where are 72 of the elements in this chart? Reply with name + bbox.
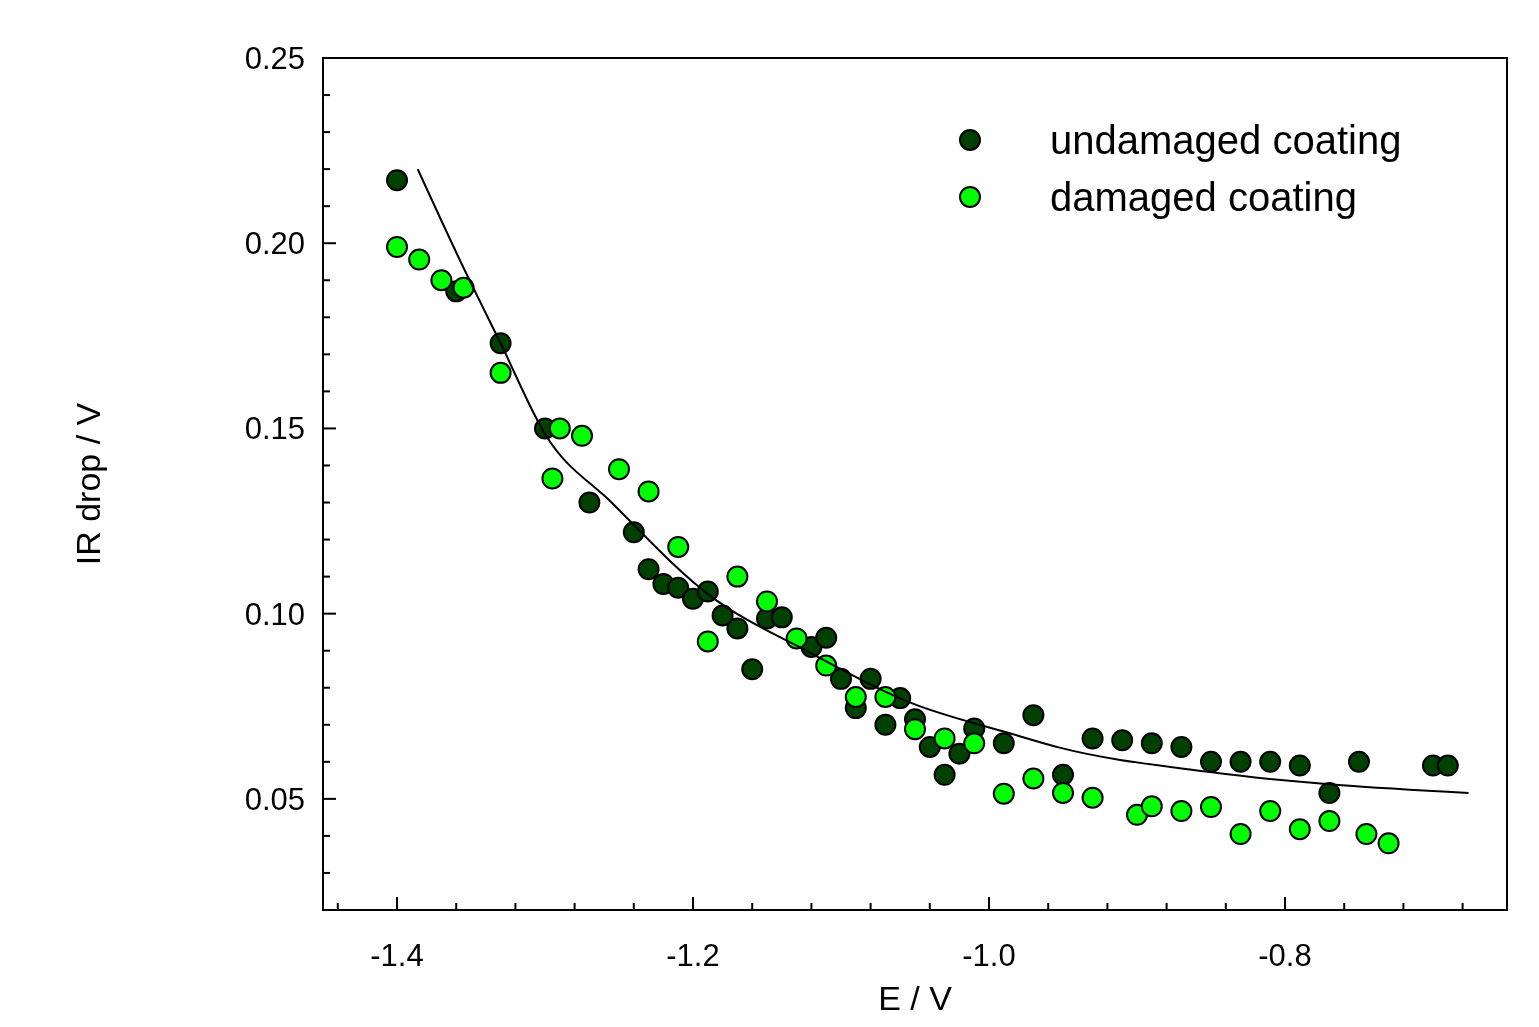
point: [1259, 800, 1282, 823]
point: [1288, 818, 1311, 841]
point: [933, 727, 956, 750]
point: [963, 732, 986, 755]
point: [1229, 750, 1252, 773]
y-tick-label: 0.20: [244, 226, 305, 262]
x-axis-title: E / V: [878, 979, 953, 1017]
point: [726, 565, 749, 588]
point: [741, 658, 764, 681]
point: [770, 606, 793, 629]
point: [696, 630, 719, 653]
point: [608, 458, 630, 481]
point: [711, 604, 734, 627]
point: [1229, 823, 1252, 846]
x-tick-label: -0.8: [1258, 938, 1312, 973]
point: [1022, 704, 1045, 727]
point: [1200, 796, 1222, 818]
point: [548, 417, 571, 440]
point: [874, 713, 897, 736]
point: [386, 169, 408, 192]
point: [1022, 767, 1045, 790]
point: [430, 269, 453, 292]
point: [948, 742, 971, 765]
point: [815, 626, 838, 649]
point: [1377, 832, 1400, 855]
point: [1052, 763, 1074, 786]
point: [637, 480, 660, 503]
point: [637, 558, 660, 581]
point: [541, 467, 564, 490]
point: [1288, 754, 1311, 777]
point: [756, 590, 778, 613]
point: [992, 782, 1015, 805]
point: [667, 576, 690, 599]
point: [571, 424, 593, 447]
legend-label: undamaged coating: [1050, 118, 1402, 162]
y-tick-label: 0.15: [244, 411, 305, 447]
y-axis-title: IR drop / V: [69, 402, 107, 566]
point: [1140, 795, 1163, 818]
x-tick-label: -1.0: [962, 938, 1016, 973]
point: [844, 686, 867, 708]
y-tick-label: 0.05: [244, 781, 305, 817]
point: [726, 617, 749, 640]
x-tick-label: -1.4: [370, 938, 424, 973]
point: [1126, 803, 1148, 826]
point: [1348, 750, 1370, 773]
point: [904, 718, 926, 741]
point: [452, 276, 475, 299]
point: [1200, 750, 1222, 773]
point: [1170, 736, 1193, 758]
point: [1052, 781, 1074, 804]
point: [992, 732, 1015, 755]
point: [1170, 800, 1193, 823]
point: [1140, 732, 1163, 755]
point: [667, 535, 690, 558]
y-tick-label: 0.10: [244, 596, 305, 632]
point: [1436, 754, 1459, 777]
point: [1081, 727, 1104, 750]
point: [578, 491, 601, 514]
point: [1111, 729, 1134, 752]
point: [408, 248, 431, 271]
x-tick-label: -1.2: [666, 938, 720, 973]
point: [1081, 786, 1104, 809]
point: [1259, 750, 1282, 773]
point: [386, 235, 408, 258]
legend-label: damaged coating: [1050, 175, 1357, 219]
y-tick-label: 0.25: [244, 40, 305, 76]
point: [1318, 781, 1341, 804]
point: [1318, 810, 1341, 833]
point: [830, 667, 852, 690]
point: [1355, 823, 1378, 846]
point: [489, 361, 512, 384]
point: [933, 763, 956, 786]
